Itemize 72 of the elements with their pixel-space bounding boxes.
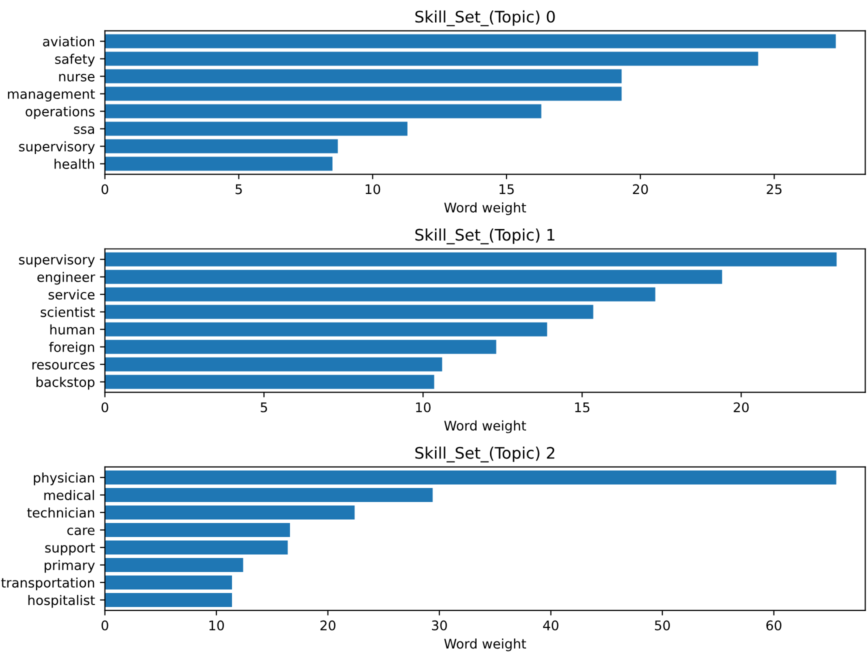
bar	[104, 488, 433, 502]
x-tick-label: 15	[500, 184, 514, 194]
y-tick-label: transportation	[1, 577, 94, 590]
bar	[104, 540, 288, 554]
x-tick-label: 5	[236, 184, 242, 194]
bar	[104, 252, 837, 266]
y-tick-label: foreign	[49, 342, 94, 355]
y-tick-label: supervisory	[19, 141, 95, 154]
x-tick-label: 0	[102, 184, 108, 194]
x-axis-title: Word weight	[444, 638, 526, 652]
x-tick-label: 40	[543, 620, 558, 630]
x-tick-label: 5	[260, 402, 268, 412]
x-tick-label: 30	[432, 620, 447, 630]
y-tick-label: scientist	[40, 306, 95, 318]
chart-title: Skill_Set_(Topic) 2	[415, 446, 554, 462]
chart-title: Skill_Set_(Topic) 0	[415, 10, 555, 26]
y-tick-label: aviation	[43, 36, 94, 46]
x-tick-label: 10	[416, 402, 431, 412]
x-tick-label: 0	[102, 620, 108, 630]
y-tick-label: human	[50, 324, 94, 335]
x-tick-label: 25	[766, 184, 782, 194]
y-tick-label: technician	[27, 507, 94, 518]
x-tick-label: 50	[654, 620, 670, 630]
bar	[104, 322, 548, 336]
y-tick-label: care	[67, 528, 94, 536]
bar	[104, 470, 836, 484]
bar	[104, 69, 622, 84]
x-axis-title: Word weight	[444, 202, 526, 216]
bar	[104, 522, 290, 537]
y-tick-label: medical	[44, 490, 94, 500]
chart-title: Skill_Set_(Topic) 1	[415, 228, 554, 244]
y-tick-label: engineer	[37, 272, 96, 285]
x-tick-label: 20	[734, 402, 749, 412]
bar	[104, 287, 656, 302]
bar	[104, 156, 332, 171]
y-tick-label: service	[48, 289, 94, 300]
y-tick-label: safety	[55, 54, 95, 67]
bar	[104, 86, 622, 101]
x-tick-label: 20	[320, 620, 336, 630]
y-tick-label: backstop	[36, 376, 94, 390]
x-tick-label: 10	[209, 620, 224, 630]
bar	[104, 304, 594, 319]
bar	[104, 575, 232, 590]
y-tick-label: resources	[32, 362, 95, 370]
y-tick-label: physician	[34, 472, 94, 486]
bar	[104, 340, 496, 354]
bar	[104, 139, 338, 154]
bar	[104, 558, 244, 572]
bar	[104, 52, 758, 66]
bar	[104, 34, 836, 48]
y-tick-label: operations	[26, 106, 95, 120]
x-tick-label: 0	[102, 402, 108, 412]
bar	[104, 122, 408, 136]
bar	[104, 505, 355, 520]
y-tick-label: nurse	[59, 74, 94, 82]
y-tick-label: health	[54, 158, 94, 169]
y-tick-label: supervisory	[19, 254, 95, 268]
bar	[104, 104, 542, 118]
bar	[104, 374, 434, 389]
bar	[104, 270, 722, 284]
y-tick-label: support	[45, 543, 95, 556]
x-tick-label: 20	[632, 184, 648, 194]
x-tick-label: 10	[366, 184, 380, 194]
x-tick-label: 15	[575, 402, 590, 412]
x-axis-title: Word weight	[444, 420, 526, 434]
y-tick-label: hospitalist	[28, 594, 95, 608]
bar	[104, 592, 232, 607]
x-tick-label: 60	[766, 620, 782, 630]
y-tick-label: primary	[44, 560, 95, 573]
y-tick-label: ssa	[74, 126, 94, 134]
bar	[104, 357, 442, 372]
y-tick-label: management	[8, 90, 95, 102]
